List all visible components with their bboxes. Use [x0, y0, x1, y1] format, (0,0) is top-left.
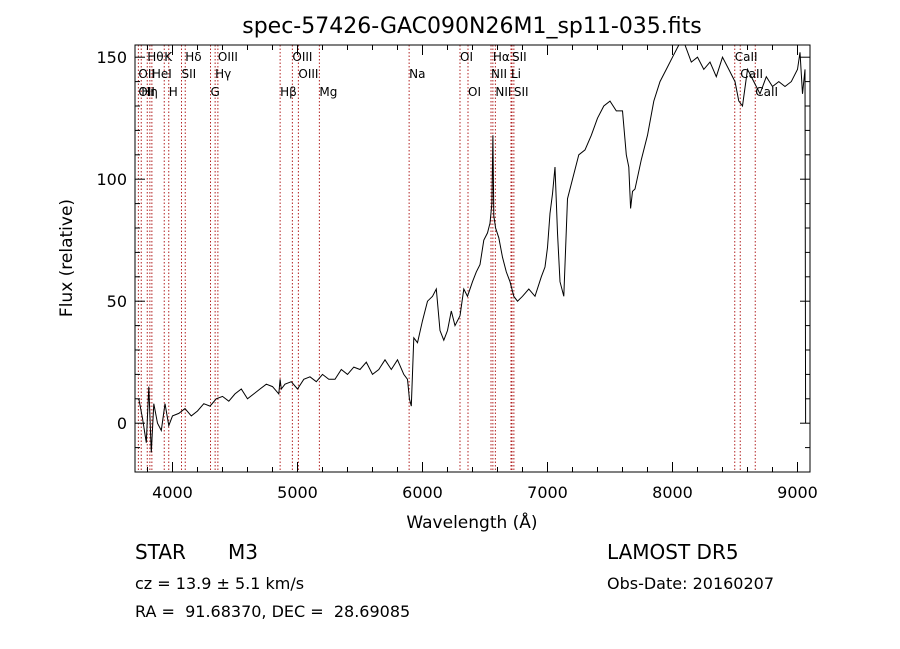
y-tick-label: 150: [96, 48, 127, 67]
obs-date-label: Obs-Date: 20160207: [607, 574, 775, 593]
spectrum-line: [138, 44, 807, 453]
line-label-1-5: Na: [409, 67, 425, 81]
object-class: STAR M3: [135, 540, 258, 564]
line-label-0-0: Hθ: [147, 50, 163, 64]
x-tick-label: 8000: [652, 483, 693, 502]
line-label-0-4: OIII: [292, 50, 312, 64]
line-label-0-2: Hδ: [185, 50, 201, 64]
survey-label: LAMOST DR5: [607, 540, 739, 564]
line-label-2-5: Mg: [319, 85, 337, 99]
line-label-2-4: Hβ: [280, 85, 297, 99]
class-label: STAR: [135, 540, 186, 564]
y-axis: 0 50 100 150: [96, 48, 810, 449]
line-label-2-0: OII: [138, 85, 155, 99]
line-label-1-4: OIII: [298, 67, 318, 81]
line-label-0-3: OIII: [218, 50, 238, 64]
redshift-label: cz = 13.9 ± 5.1 km/s: [135, 574, 305, 593]
spectrum-series: [138, 44, 807, 453]
x-tick-label: 7000: [527, 483, 568, 502]
subclass-label: M3: [227, 540, 258, 564]
line-label-2-7: NII: [495, 85, 511, 99]
line-label-2-6: OI: [468, 85, 481, 99]
emission-line-markers: [137, 45, 756, 472]
x-axis: 4000 5000 6000 7000 8000 9000: [147, 45, 818, 502]
x-tick-label: 6000: [402, 483, 443, 502]
line-label-1-3: Hγ: [215, 67, 231, 81]
line-label-2-2: H: [169, 85, 178, 99]
line-label-0-1: K: [164, 50, 173, 64]
x-tick-label: 4000: [152, 483, 193, 502]
line-label-1-2: SII: [182, 67, 197, 81]
line-label-0-5: OI: [460, 50, 473, 64]
line-label-1-0: OII: [138, 67, 155, 81]
coordinates-label: RA = 91.68370, DEC = 28.69085: [135, 602, 411, 621]
line-label-1-6: NII: [491, 67, 507, 81]
line-label-0-7: SII: [512, 50, 527, 64]
line-label-2-3: G: [211, 85, 220, 99]
line-label-1-7: Li: [511, 67, 521, 81]
line-label-0-8: CaII: [735, 50, 758, 64]
line-label-1-8: CaII: [740, 67, 763, 81]
x-tick-label: 9000: [777, 483, 818, 502]
line-label-2-8: SII: [514, 85, 529, 99]
line-label-1-1: HeI: [152, 67, 172, 81]
y-axis-label: Flux (relative): [57, 199, 77, 317]
y-tick-label: 50: [107, 292, 127, 311]
line-label-0-6: Hα: [493, 50, 510, 64]
plot-frame: [134, 44, 811, 473]
x-axis-label: Wavelength (Å): [406, 511, 537, 533]
y-tick-label: 0: [117, 414, 127, 433]
line-label-2-9: CaII: [755, 85, 778, 99]
y-tick-label: 100: [96, 170, 127, 189]
line-label-2-1: Hη: [141, 85, 158, 99]
x-tick-label: 5000: [277, 483, 318, 502]
chart-title: spec-57426-GAC090N26M1_sp11-035.fits: [242, 14, 702, 39]
